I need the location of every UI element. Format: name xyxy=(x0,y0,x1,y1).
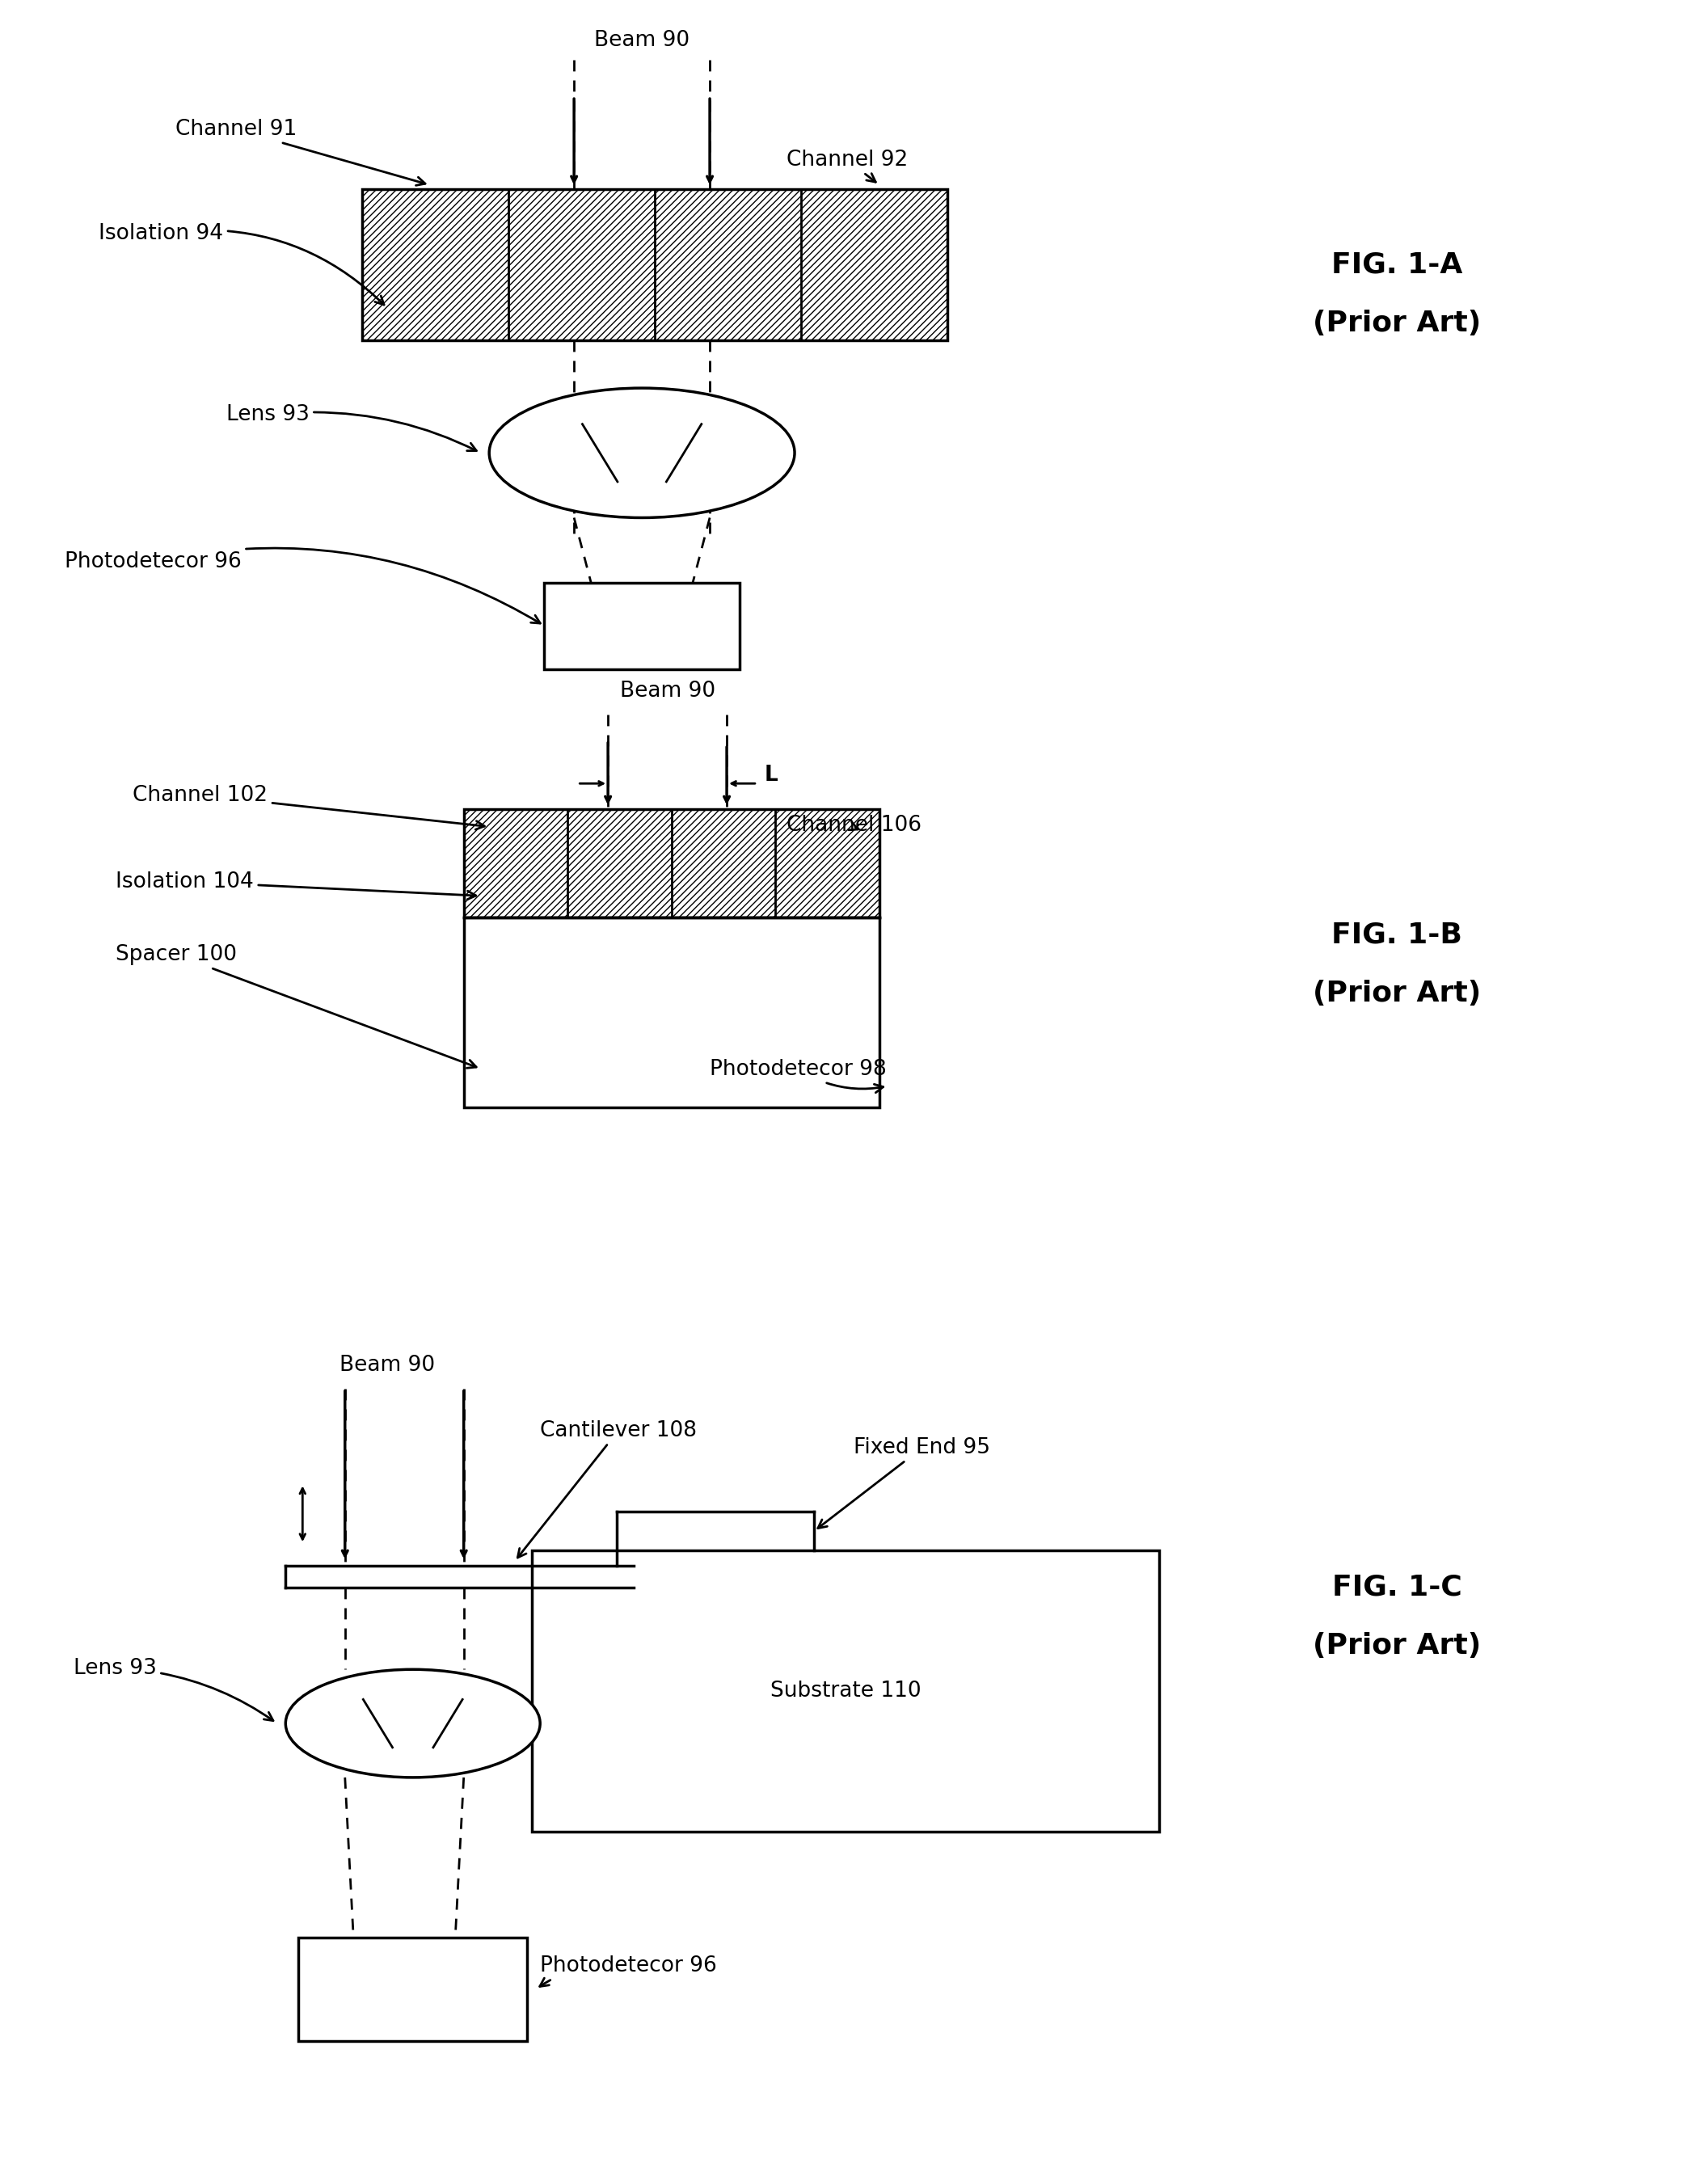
Text: Lens 93: Lens 93 xyxy=(225,404,477,452)
Text: Spacer 100: Spacer 100 xyxy=(116,945,477,1069)
Ellipse shape xyxy=(285,1670,540,1777)
Text: Beam 90: Beam 90 xyxy=(620,680,716,702)
Text: Channel 102: Channel 102 xyxy=(133,784,485,830)
Bar xyxy=(362,189,948,341)
Text: Channel 92: Channel 92 xyxy=(786,150,907,182)
Text: FIG. 1-B: FIG. 1-B xyxy=(1332,921,1462,949)
Text: Beam 90: Beam 90 xyxy=(340,1355,436,1375)
Text: (Prior Art): (Prior Art) xyxy=(1313,980,1481,1008)
Text: Channel 106: Channel 106 xyxy=(786,814,921,836)
Text: FIG. 1-A: FIG. 1-A xyxy=(1331,252,1462,278)
Text: (Prior Art): (Prior Art) xyxy=(1313,1631,1481,1659)
Bar xyxy=(531,1551,1160,1831)
Text: Photodetecor 96: Photodetecor 96 xyxy=(65,547,540,623)
Bar xyxy=(465,917,880,1108)
Text: Photodetecor 98: Photodetecor 98 xyxy=(711,1060,886,1093)
Text: Lens 93: Lens 93 xyxy=(73,1657,273,1720)
Text: Fixed End 95: Fixed End 95 xyxy=(818,1438,991,1529)
Text: FIG. 1-C: FIG. 1-C xyxy=(1332,1573,1462,1601)
Ellipse shape xyxy=(488,389,794,517)
Bar xyxy=(465,810,880,917)
Text: Photodetecor 96: Photodetecor 96 xyxy=(540,1955,717,1987)
Text: Cantilever 108: Cantilever 108 xyxy=(518,1420,697,1557)
Text: Beam 90: Beam 90 xyxy=(594,30,690,50)
Text: Isolation 94: Isolation 94 xyxy=(99,224,384,304)
Bar xyxy=(362,189,948,341)
Text: Substrate 110: Substrate 110 xyxy=(770,1681,921,1701)
Bar xyxy=(545,582,740,669)
Text: L: L xyxy=(763,765,777,786)
Bar xyxy=(299,1937,528,2042)
Bar xyxy=(465,810,880,917)
Text: Channel 91: Channel 91 xyxy=(176,119,425,185)
Text: (Prior Art): (Prior Art) xyxy=(1313,308,1481,337)
Text: Isolation 104: Isolation 104 xyxy=(116,871,477,899)
